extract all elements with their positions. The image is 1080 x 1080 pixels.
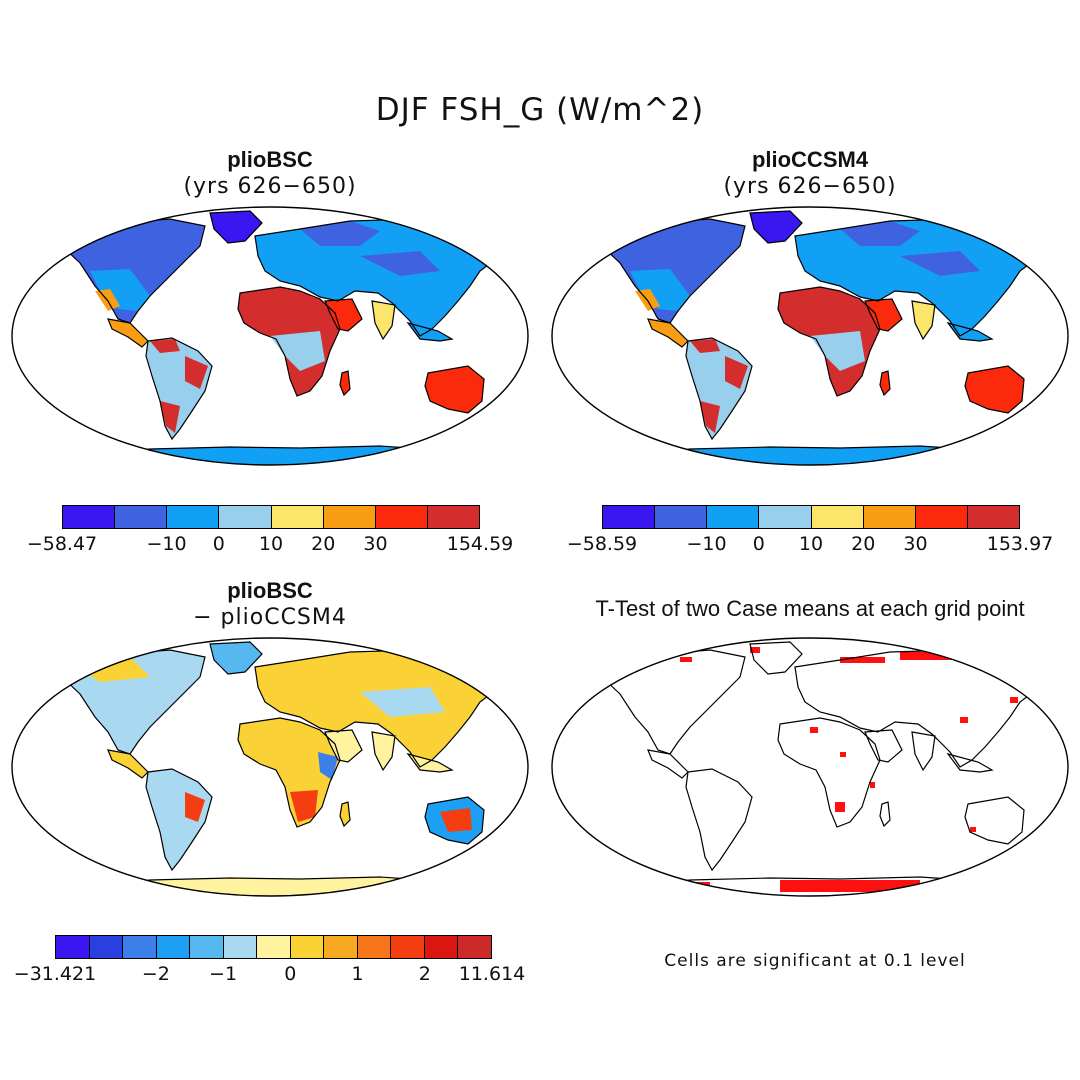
colorbar-difference bbox=[55, 935, 492, 959]
panel2-subtitle: (yrs 626−650) bbox=[723, 174, 897, 199]
cb3-swatch-4 bbox=[190, 936, 224, 958]
panel2-title: plioCCSM4 bbox=[751, 147, 869, 172]
cb1-tick-label: 154.59 bbox=[446, 533, 514, 555]
cb1-swatch-0 bbox=[63, 506, 116, 528]
cb3-tick-label: −31.421 bbox=[13, 963, 97, 985]
cb1-tick-label: −10 bbox=[146, 533, 187, 555]
cb2-swatch-1 bbox=[655, 506, 708, 528]
cb2-tick-label: 0 bbox=[752, 533, 765, 555]
panel1-title: plioBSC bbox=[227, 147, 313, 172]
colorbar-plioccsm4-ticks: −58.59 −10 0 10 20 30 153.97 bbox=[567, 533, 1053, 557]
map-ttest bbox=[551, 637, 1069, 897]
cb3-tick-label: 11.614 bbox=[458, 963, 526, 985]
cb2-tick-label: −10 bbox=[686, 533, 727, 555]
map-pliobsc bbox=[11, 206, 529, 466]
cb3-tick-label: −1 bbox=[209, 963, 238, 985]
cb1-swatch-2 bbox=[167, 506, 220, 528]
cb3-swatch-8 bbox=[324, 936, 358, 958]
cb2-tick-label: 10 bbox=[798, 533, 824, 555]
cb3-tick-label: 1 bbox=[351, 963, 364, 985]
map-difference bbox=[11, 637, 529, 897]
cb1-tick-label: 0 bbox=[212, 533, 225, 555]
colorbar-pliobsc bbox=[62, 505, 480, 529]
cb2-swatch-2 bbox=[707, 506, 760, 528]
cb2-tick-label: 153.97 bbox=[986, 533, 1054, 555]
cb3-tick-label: 0 bbox=[284, 963, 297, 985]
cb2-swatch-3 bbox=[759, 506, 812, 528]
colorbar-difference-ticks: −31.421 −2 −1 0 1 2 11.614 bbox=[14, 963, 525, 987]
panel1-subtitle: (yrs 626−650) bbox=[183, 174, 357, 199]
panel3-subtitle: − plioCCSM4 bbox=[193, 605, 347, 630]
cb1-swatch-1 bbox=[115, 506, 168, 528]
cb3-swatch-0 bbox=[56, 936, 90, 958]
cb3-swatch-12 bbox=[458, 936, 491, 958]
cb3-swatch-3 bbox=[156, 936, 191, 958]
cb3-swatch-7 bbox=[290, 936, 325, 958]
cb1-swatch-5 bbox=[323, 506, 376, 528]
panel4-title: T-Test of two Case means at each grid po… bbox=[595, 596, 1025, 621]
cb1-tick-label: −58.47 bbox=[26, 533, 98, 555]
cb2-tick-label: −58.59 bbox=[566, 533, 638, 555]
cb2-swatch-5 bbox=[863, 506, 916, 528]
cb1-tick-label: 30 bbox=[363, 533, 388, 555]
figure-title: DJF FSH_G (W/m^2) bbox=[375, 92, 705, 128]
cb1-swatch-3 bbox=[219, 506, 272, 528]
cb3-tick-label: −2 bbox=[141, 963, 170, 985]
cb3-swatch-6 bbox=[257, 936, 291, 958]
cb2-swatch-7 bbox=[967, 506, 1019, 528]
cb3-swatch-5 bbox=[223, 936, 258, 958]
cb1-tick-label: 20 bbox=[311, 533, 336, 555]
significance-note: Cells are significant at 0.1 level bbox=[664, 951, 966, 971]
cb2-tick-label: 20 bbox=[851, 533, 876, 555]
cb3-tick-label: 2 bbox=[418, 963, 431, 985]
cb2-swatch-6 bbox=[915, 506, 968, 528]
cb2-tick-label: 30 bbox=[903, 533, 928, 555]
cb1-swatch-6 bbox=[375, 506, 428, 528]
colorbar-plioccsm4 bbox=[602, 505, 1020, 529]
cb1-swatch-4 bbox=[271, 506, 324, 528]
cb1-tick-label: 10 bbox=[258, 533, 284, 555]
map-plioccsm4 bbox=[551, 206, 1069, 466]
cb3-swatch-9 bbox=[357, 936, 392, 958]
cb2-swatch-4 bbox=[811, 506, 864, 528]
cb3-swatch-2 bbox=[123, 936, 157, 958]
cb3-swatch-10 bbox=[391, 936, 425, 958]
cb1-swatch-7 bbox=[427, 506, 479, 528]
cb2-swatch-0 bbox=[603, 506, 656, 528]
panel3-title: plioBSC bbox=[227, 578, 313, 603]
cb3-swatch-1 bbox=[89, 936, 124, 958]
cb3-swatch-11 bbox=[424, 936, 459, 958]
colorbar-pliobsc-ticks: −58.47 −10 0 10 20 30 154.59 bbox=[27, 533, 513, 557]
